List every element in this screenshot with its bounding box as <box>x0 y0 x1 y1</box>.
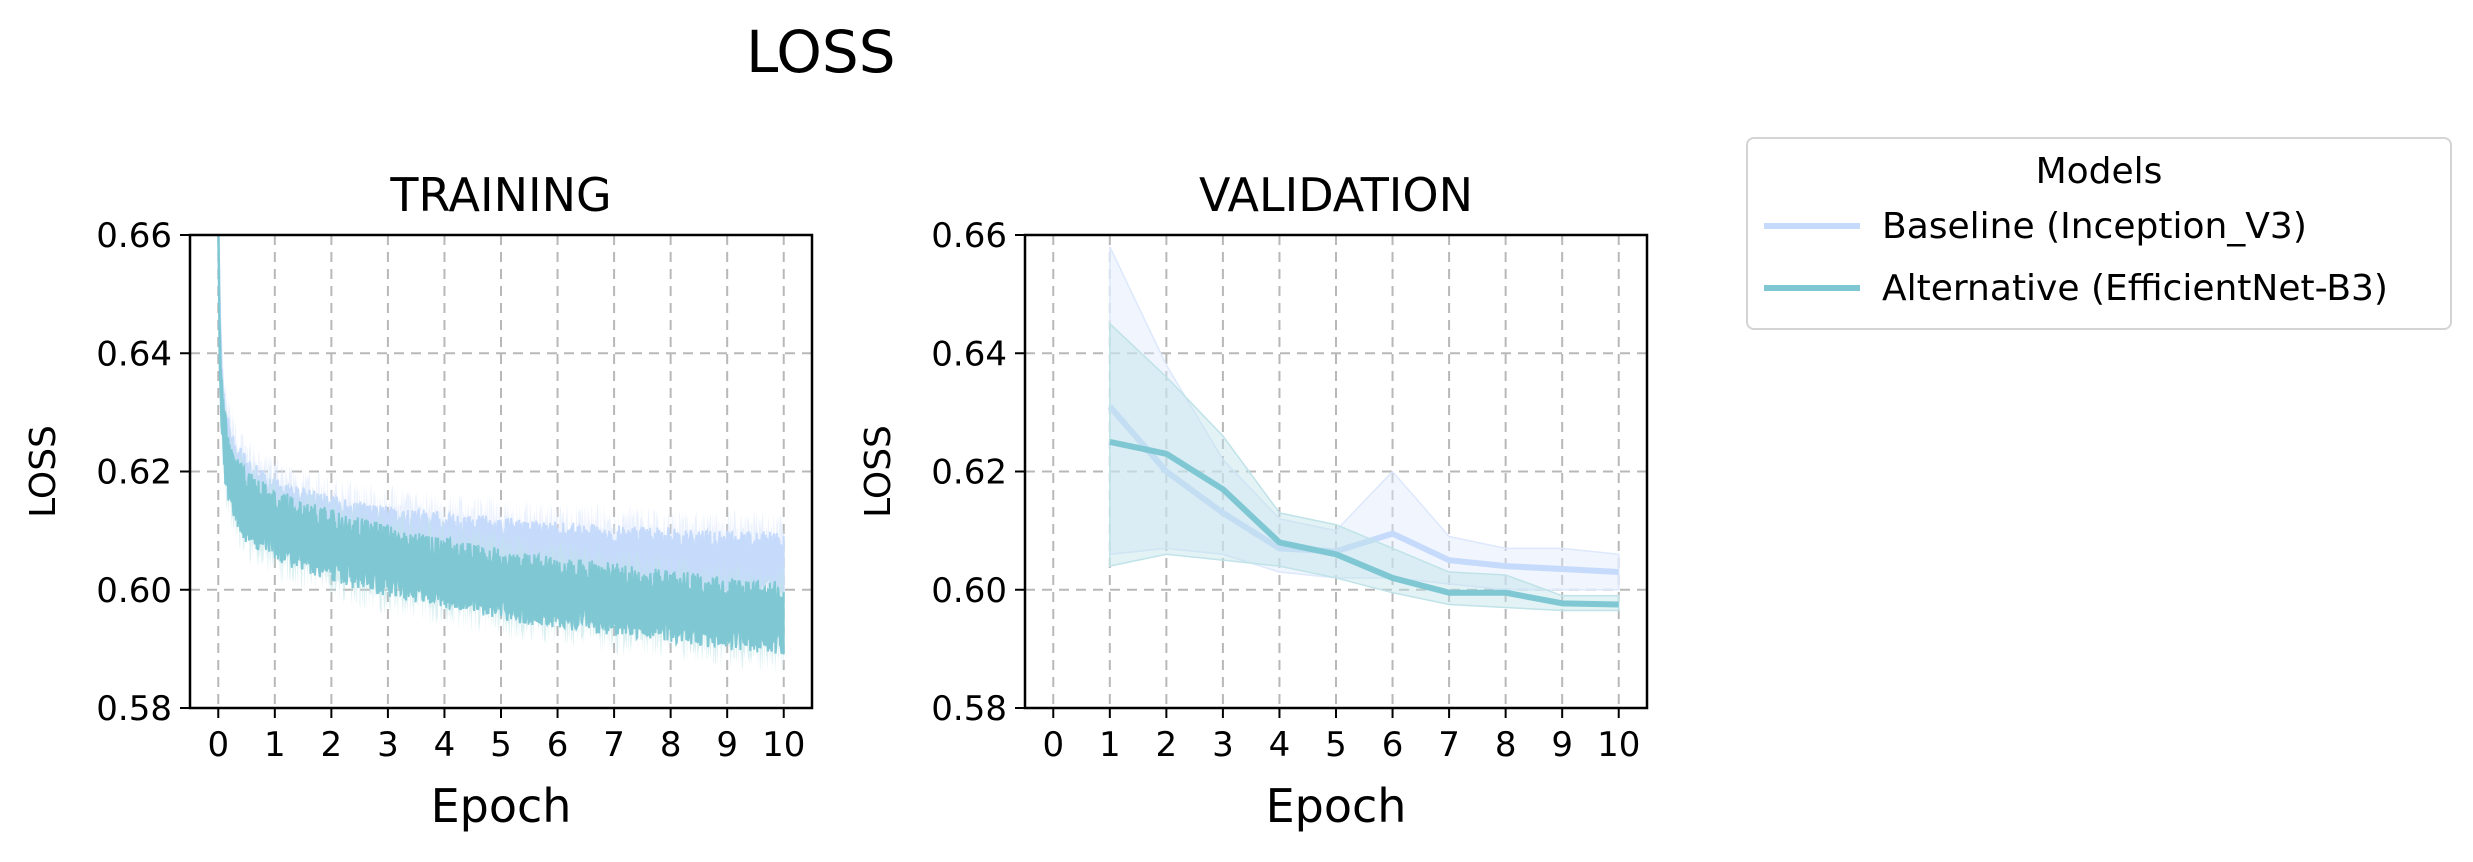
y-tick-label-0.62: 0.62 <box>931 453 1007 493</box>
x-tick-label-9: 9 <box>716 725 738 765</box>
y-tick-label-0.60: 0.60 <box>931 571 1007 611</box>
x-tick-label-2: 2 <box>321 725 343 765</box>
x-tick-label-1: 1 <box>264 725 286 765</box>
x-tick-label-10: 10 <box>1597 725 1640 765</box>
legend-title: Models <box>2035 151 2163 192</box>
y-tick-label-0.60: 0.60 <box>96 571 172 611</box>
x-tick-label-3: 3 <box>1212 725 1234 765</box>
figure-title: LOSS <box>746 18 896 86</box>
x-tick-label-0: 0 <box>207 725 229 765</box>
y-tick-label-0.64: 0.64 <box>96 334 172 374</box>
y-tick-label-0.58: 0.58 <box>96 689 172 729</box>
ci-band-alternative <box>1109 321 1620 612</box>
chart-training: 0 1 2 3 4 5 6 7 8 9 10 0.58 0.60 0.62 0.64 0.66 TRAINING… <box>23 168 814 833</box>
x-tick-label-7: 7 <box>1438 725 1460 765</box>
x-tick-label-6: 6 <box>1382 725 1404 765</box>
series-line-alternative <box>217 235 785 655</box>
x-tick-label-3: 3 <box>377 725 399 765</box>
x-tick-label-7: 7 <box>603 725 625 765</box>
legend-item-alternative: Alternative (EfficientNet-B3) <box>1764 263 2388 313</box>
y-tick-label-0.66: 0.66 <box>931 216 1007 256</box>
x-tick-label-6: 6 <box>547 725 569 765</box>
x-axis-label: Epoch <box>431 779 572 833</box>
series-line-baseline <box>1107 404 1619 576</box>
y-axis-label: LOSS <box>858 425 899 518</box>
legend-item-baseline: Baseline (Inception_V3) <box>1764 201 2307 251</box>
legend-label-baseline: Baseline (Inception_V3) <box>1882 205 2307 247</box>
x-tick-label-4: 4 <box>434 725 456 765</box>
x-tick-label-9: 9 <box>1551 725 1573 765</box>
legend: Models Baseline (Inception_V3) Alternati… <box>1746 137 2452 330</box>
series-line-alternative <box>1109 439 1619 608</box>
y-tick-label-0.58: 0.58 <box>931 689 1007 729</box>
legend-swatch-alternative <box>1764 285 1860 291</box>
x-tick-label-0: 0 <box>1042 725 1064 765</box>
x-tick-label-10: 10 <box>762 725 805 765</box>
plot-area <box>1107 246 1620 612</box>
x-axis-label: Epoch <box>1266 779 1407 833</box>
legend-swatch-baseline <box>1764 223 1860 229</box>
y-tick-label-0.62: 0.62 <box>96 453 172 493</box>
x-tick-label-5: 5 <box>1325 725 1347 765</box>
x-tick-label-1: 1 <box>1099 725 1121 765</box>
y-axis-label: LOSS <box>23 425 64 518</box>
plot-area <box>217 235 785 673</box>
chart-validation: 0 1 2 3 4 5 6 7 8 9 10 0.58 0.60 0.62 0.64 0.66 VALIDATI… <box>858 168 1649 833</box>
chart-title: VALIDATION <box>1199 168 1473 222</box>
x-tick-label-8: 8 <box>660 725 682 765</box>
chart-title: TRAINING <box>389 168 611 222</box>
x-tick-label-2: 2 <box>1156 725 1178 765</box>
y-tick-label-0.64: 0.64 <box>931 334 1007 374</box>
x-tick-label-5: 5 <box>490 725 512 765</box>
x-tick-label-4: 4 <box>1269 725 1291 765</box>
legend-label-alternative: Alternative (EfficientNet-B3) <box>1882 267 2388 309</box>
x-tick-label-8: 8 <box>1495 725 1517 765</box>
y-tick-label-0.66: 0.66 <box>96 216 172 256</box>
